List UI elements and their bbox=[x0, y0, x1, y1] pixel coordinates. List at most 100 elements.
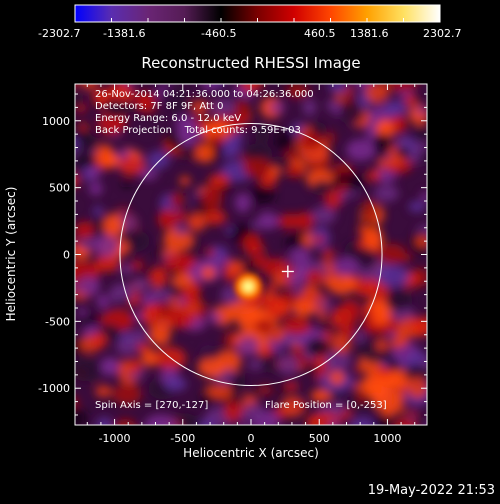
noise-blob bbox=[225, 259, 243, 271]
colorbar-min-label: -2302.7 bbox=[38, 27, 80, 40]
noise-blob bbox=[79, 122, 88, 132]
noise-blob bbox=[265, 283, 279, 292]
axis-tick-labels: -1000 -500 0 500 1000 -1000 -500 0 500 1000 bbox=[38, 115, 401, 445]
x-tick-label: 0 bbox=[248, 432, 255, 445]
noise-blob bbox=[349, 417, 376, 425]
noise-blob bbox=[106, 84, 134, 105]
noise-blob bbox=[75, 93, 84, 109]
colorbar-tick-label: 460.5 bbox=[304, 27, 336, 40]
noise-blob bbox=[157, 209, 179, 230]
noise-blob bbox=[92, 206, 104, 216]
noise-blob bbox=[170, 191, 185, 209]
noise-blob bbox=[414, 124, 427, 141]
noise-blob bbox=[77, 275, 101, 296]
noise-blob bbox=[272, 130, 295, 153]
info-spin-axis: Spin Axis = [270,-127] bbox=[95, 400, 208, 411]
noise-blob bbox=[80, 84, 98, 91]
noise-blob bbox=[328, 419, 340, 425]
noise-blob bbox=[243, 143, 273, 163]
noise-blob bbox=[95, 385, 113, 398]
noise-blob bbox=[171, 288, 181, 298]
noise-blob bbox=[87, 165, 102, 180]
noise-blob bbox=[96, 416, 113, 425]
noise-blob bbox=[328, 274, 356, 296]
noise-blob bbox=[203, 209, 227, 225]
noise-blob bbox=[188, 282, 202, 293]
noise-blob bbox=[296, 401, 307, 410]
noise-blob bbox=[96, 294, 110, 309]
noise-blob bbox=[418, 148, 427, 166]
noise-blob bbox=[199, 418, 216, 425]
noise-blob bbox=[282, 316, 311, 336]
noise-blob bbox=[234, 193, 251, 213]
noise-blob bbox=[190, 100, 209, 114]
noise-blob bbox=[311, 180, 334, 195]
noise-blob bbox=[171, 104, 183, 115]
x-tick-label: -500 bbox=[170, 432, 195, 445]
noise-blob bbox=[314, 235, 325, 245]
noise-blob bbox=[212, 84, 226, 87]
noise-blob bbox=[75, 221, 94, 239]
noise-blob bbox=[92, 88, 110, 102]
noise-blob bbox=[181, 176, 190, 185]
noise-blob bbox=[338, 101, 364, 125]
noise-blob bbox=[384, 290, 413, 311]
noise-blob bbox=[354, 84, 372, 89]
noise-blob bbox=[326, 99, 337, 111]
noise-blob bbox=[115, 338, 139, 356]
noise-blob bbox=[201, 266, 216, 280]
noise-blob bbox=[223, 400, 243, 422]
noise-blob bbox=[339, 299, 361, 323]
noise-blob bbox=[373, 185, 399, 202]
noise-blob bbox=[240, 84, 263, 93]
noise-blob bbox=[118, 156, 145, 176]
bright-source bbox=[234, 272, 263, 301]
noise-blob bbox=[324, 131, 336, 144]
colorbar-tick-label: 1381.6 bbox=[350, 27, 389, 40]
noise-blob bbox=[295, 211, 315, 231]
noise-blob bbox=[164, 377, 187, 392]
noise-blob bbox=[368, 415, 395, 425]
noise-blob bbox=[364, 84, 390, 103]
noise-blob bbox=[128, 357, 142, 374]
noise-blob bbox=[302, 98, 317, 116]
colorbar: -2302.7 -1381.6 -460.5 460.5 1381.6 2302… bbox=[38, 4, 462, 40]
image-area bbox=[75, 84, 427, 425]
noise-blob bbox=[210, 98, 238, 117]
info-energy-range: Energy Range: 6.0 - 12.0 keV bbox=[95, 113, 241, 124]
colorbar-tick-label: -460.5 bbox=[201, 27, 236, 40]
noise-blob bbox=[353, 382, 362, 392]
noise-blob bbox=[167, 308, 194, 329]
noise-blob bbox=[250, 184, 276, 205]
x-tick-label: -1000 bbox=[99, 432, 131, 445]
noise-blob bbox=[75, 407, 88, 425]
noise-blob bbox=[299, 131, 323, 150]
noise-blob bbox=[75, 358, 103, 382]
y-tick-label: -500 bbox=[45, 315, 70, 328]
noise-blob bbox=[289, 247, 311, 265]
noise-blob bbox=[267, 325, 286, 343]
x-tick-label: 1000 bbox=[373, 432, 401, 445]
footer-date: 19-May-2022 21:53 bbox=[368, 483, 495, 498]
noise-blob bbox=[305, 337, 329, 356]
y-tick-label: -1000 bbox=[38, 382, 70, 395]
noise-blob bbox=[367, 168, 381, 182]
noise-blob bbox=[371, 133, 393, 153]
noise-blob bbox=[208, 173, 230, 189]
noise-blob bbox=[278, 213, 302, 229]
noise-blob bbox=[137, 97, 157, 114]
noise-blob bbox=[207, 311, 222, 324]
noise-blob bbox=[75, 173, 80, 188]
colorbar-max-label: 2302.7 bbox=[423, 27, 462, 40]
noise-blob bbox=[339, 182, 348, 193]
noise-blob bbox=[120, 263, 133, 276]
y-axis-label: Heliocentric Y (arcsec) bbox=[4, 187, 18, 322]
noise-blob bbox=[385, 84, 419, 93]
noise-blob bbox=[187, 212, 207, 232]
noise-blob bbox=[346, 138, 376, 161]
noise-blob bbox=[310, 206, 337, 225]
image-noise-pattern bbox=[75, 84, 427, 425]
noise-blob bbox=[375, 337, 389, 352]
noise-blob bbox=[362, 302, 374, 315]
noise-blob bbox=[154, 346, 187, 371]
